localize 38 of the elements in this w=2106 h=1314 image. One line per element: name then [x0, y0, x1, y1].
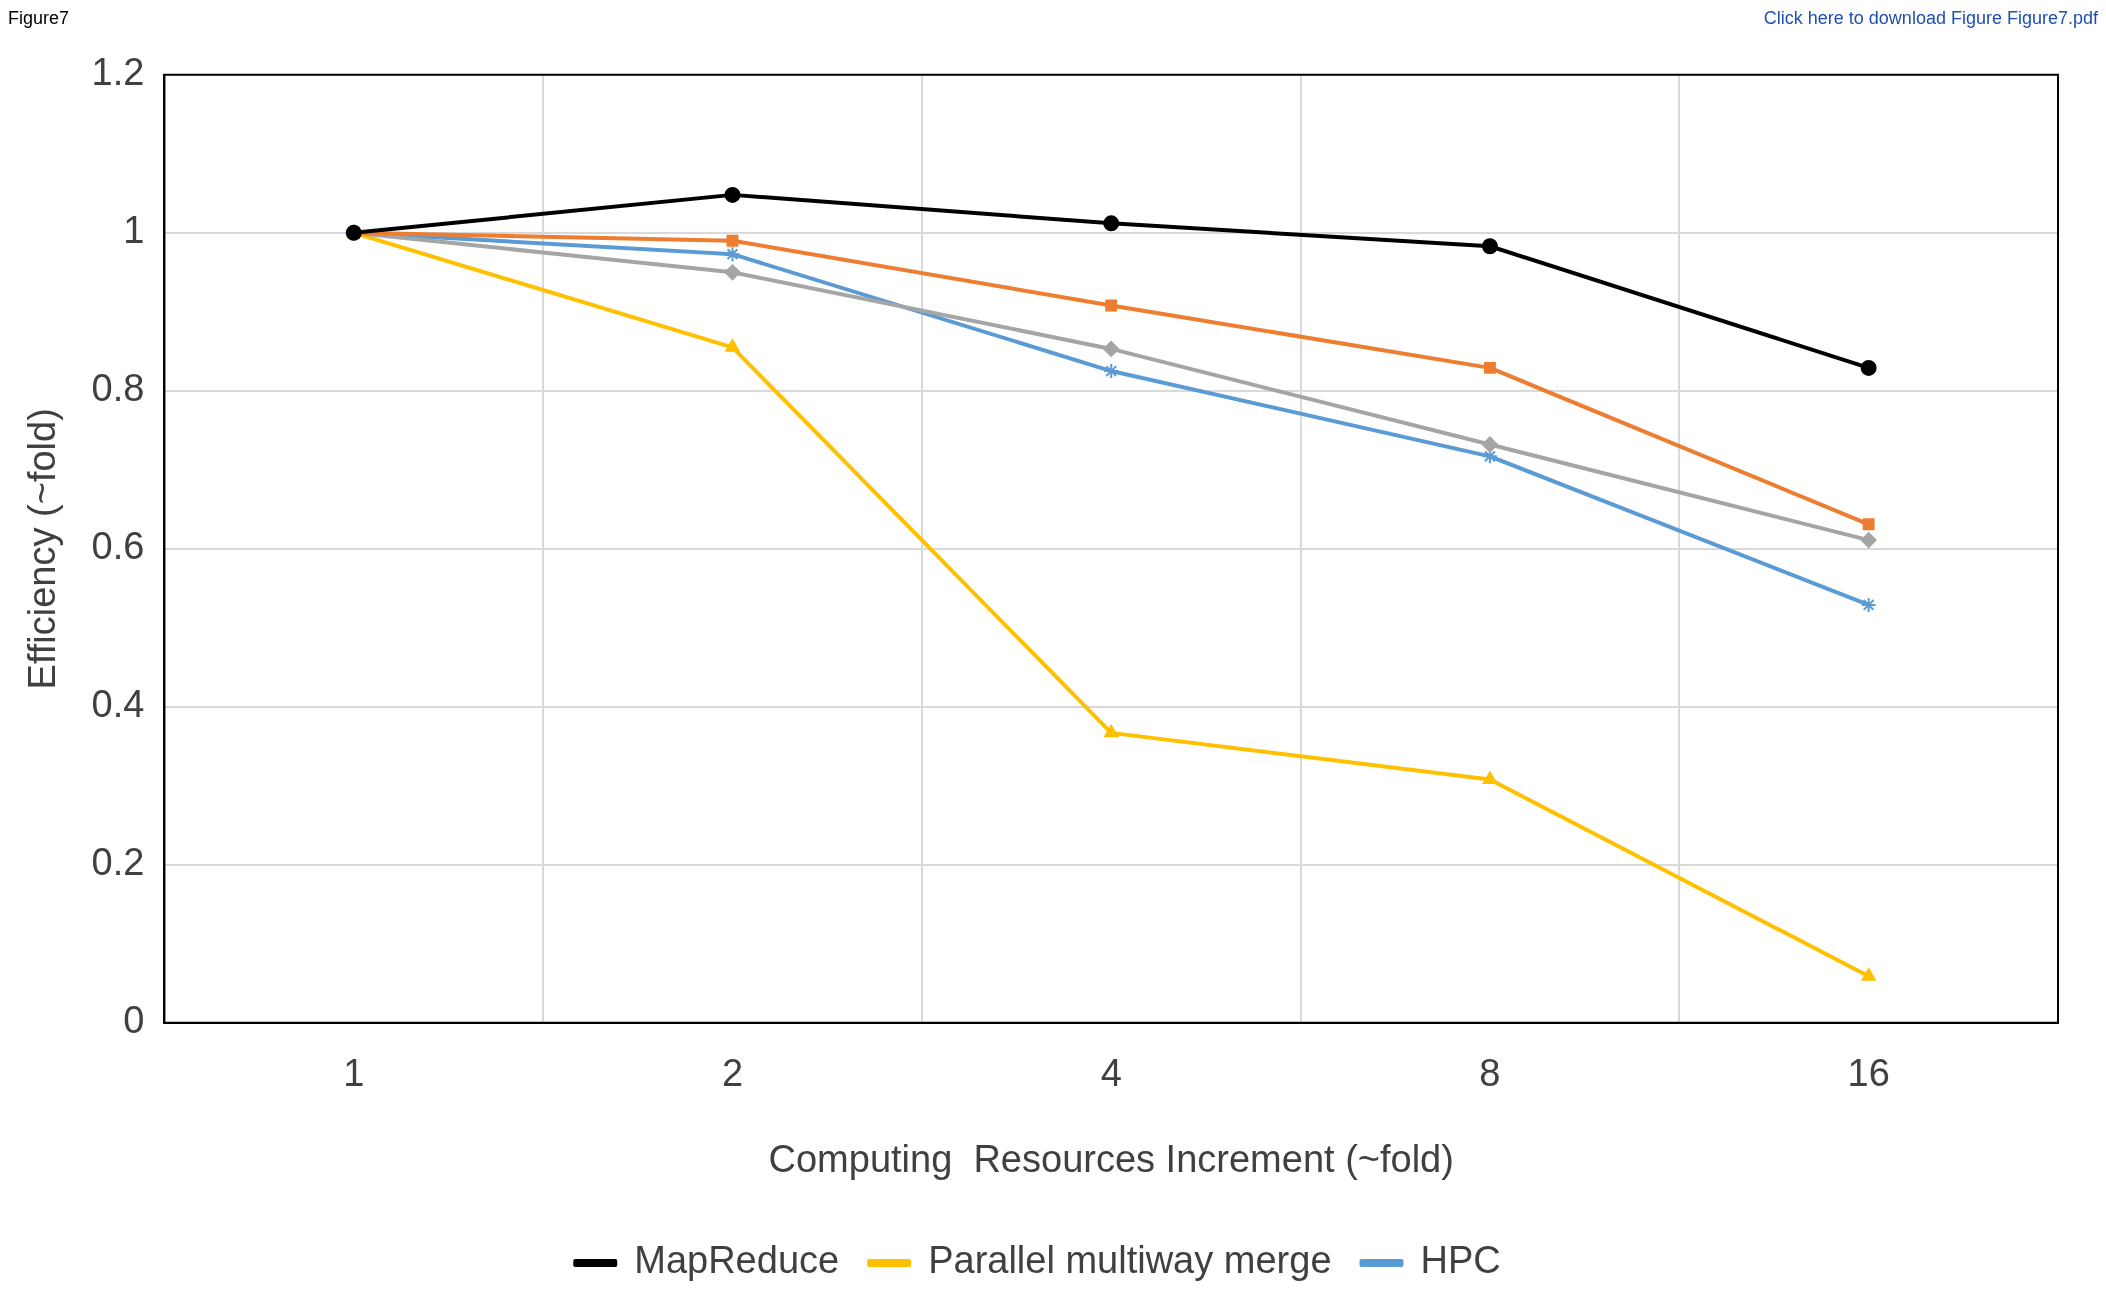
legend-label: HPC — [1420, 1239, 1501, 1282]
y-axis-title: Efficiency (~fold) — [21, 408, 64, 690]
point — [1105, 299, 1118, 312]
text: Click here to download Figure Figure7.pdf — [1763, 8, 2098, 30]
caption: Figure7 — [8, 8, 70, 30]
point — [1860, 532, 1877, 549]
x-tick-label: 1 — [343, 1052, 365, 1095]
y-tick-label: 0 — [123, 999, 145, 1042]
point — [1103, 215, 1120, 232]
x-tick-label: 8 — [1479, 1052, 1501, 1095]
point — [1860, 359, 1877, 376]
x-tick-label: 4 — [1100, 1052, 1122, 1095]
point — [1481, 448, 1498, 465]
point — [725, 339, 740, 352]
y-tick-label: 0.8 — [91, 367, 145, 410]
y-tick-label: 0.4 — [91, 683, 145, 726]
y-tick-label: 0.2 — [91, 841, 145, 884]
point — [1860, 596, 1877, 613]
point — [724, 186, 741, 203]
point — [724, 264, 741, 281]
point — [1482, 771, 1497, 784]
y-tick-label: 1 — [123, 209, 145, 252]
x-tick-label: 16 — [1847, 1052, 1890, 1095]
point — [1481, 238, 1498, 255]
point — [1483, 361, 1496, 374]
y-tick-label: 1.2 — [91, 51, 145, 94]
point — [1862, 518, 1875, 531]
legend-label: Parallel multiway merge — [928, 1239, 1332, 1282]
x-axis-title: Computing Resources Increment (~fold) — [768, 1137, 1454, 1180]
point — [1103, 340, 1120, 357]
point — [1104, 724, 1119, 738]
x-tick-label: 2 — [721, 1052, 744, 1095]
point — [726, 234, 739, 247]
legend-label: MapReduce — [634, 1239, 840, 1282]
point — [1481, 436, 1498, 453]
point — [1861, 968, 1876, 981]
y-tick-label: 0.6 — [91, 525, 145, 568]
point — [1103, 363, 1120, 380]
